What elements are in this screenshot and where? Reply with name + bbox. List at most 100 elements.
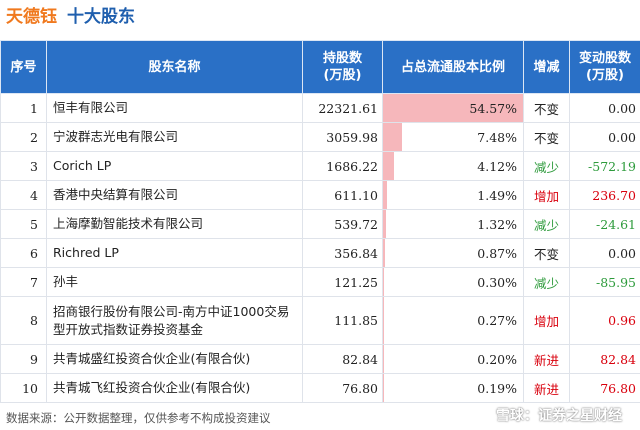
shares-held: 611.10 — [302, 180, 383, 210]
shareholder-name: Richred LP — [46, 238, 303, 268]
table-row: 6 Richred LP 356.84 0.87% 不变 0.00 — [0, 238, 640, 268]
shareholder-name: 香港中央结算有限公司 — [46, 180, 303, 210]
ratio-bar — [383, 297, 384, 344]
ratio-bar — [383, 239, 386, 267]
change-shares: -24.61 — [569, 209, 640, 239]
ratio-cell: 0.27% — [382, 296, 524, 345]
ratio-bar — [383, 268, 384, 296]
ratio-cell: 0.30% — [382, 267, 524, 297]
shareholder-name: 恒丰有限公司 — [46, 93, 303, 123]
ratio-value: 0.30% — [477, 274, 517, 290]
row-index: 1 — [0, 93, 47, 123]
ratio-value: 7.48% — [477, 129, 517, 145]
shares-held: 82.84 — [302, 344, 383, 374]
ratio-cell: 54.57% — [382, 93, 524, 123]
ratio-value: 1.32% — [477, 216, 517, 232]
shareholder-name: 招商银行股份有限公司-南方中证1000交易型开放式指数证券投资基金 — [46, 296, 303, 345]
row-index: 6 — [0, 238, 47, 268]
table-header-row: 序号 股东名称 持股数 (万股) 占总流通股本比例 增减 变动股数 (万股) — [0, 40, 640, 94]
ratio-bar — [383, 152, 394, 180]
table-subtitle: 十大股东 — [67, 7, 135, 27]
shareholder-name: 共青城盛红投资合伙企业(有限合伙) — [46, 344, 303, 374]
change-shares: 0.00 — [569, 122, 640, 152]
change-status: 增加 — [523, 180, 570, 210]
ratio-value: 0.27% — [477, 313, 517, 328]
table-row: 3 Corich LP 1686.22 4.12% 减少 -572.19 — [0, 151, 640, 181]
change-status: 不变 — [523, 122, 570, 152]
page-title: 天德钰 十大股东 — [6, 4, 135, 30]
table-row: 2 宁波群志光电有限公司 3059.98 7.48% 不变 0.00 — [0, 122, 640, 152]
shareholders-table: 序号 股东名称 持股数 (万股) 占总流通股本比例 增减 变动股数 (万股) 1… — [0, 40, 640, 403]
shareholder-name: 上海摩勤智能技术有限公司 — [46, 209, 303, 239]
ratio-value: 0.20% — [477, 351, 517, 367]
ratio-value: 0.19% — [477, 380, 517, 396]
data-source-note: 数据来源：公开数据整理，仅供参考不构成投资建议 — [6, 411, 271, 425]
shares-held: 356.84 — [302, 238, 383, 268]
ratio-value: 54.57% — [469, 100, 517, 116]
row-index: 2 — [0, 122, 47, 152]
table-row: 10 共青城飞红投资合伙企业(有限合伙) 76.80 0.19% 新进 76.80 — [0, 373, 640, 403]
shares-held: 76.80 — [302, 373, 383, 403]
ratio-cell: 1.32% — [382, 209, 524, 239]
table-row: 1 恒丰有限公司 22321.61 54.57% 不变 0.00 — [0, 93, 640, 123]
change-status: 新进 — [523, 373, 570, 403]
table-row: 5 上海摩勤智能技术有限公司 539.72 1.32% 减少 -24.61 — [0, 209, 640, 239]
change-shares: -572.19 — [569, 151, 640, 181]
row-index: 10 — [0, 373, 47, 403]
shares-held: 3059.98 — [302, 122, 383, 152]
change-shares: 0.00 — [569, 93, 640, 123]
shares-held: 22321.61 — [302, 93, 383, 123]
shares-held: 1686.22 — [302, 151, 383, 181]
table-row: 4 香港中央结算有限公司 611.10 1.49% 增加 236.70 — [0, 180, 640, 210]
change-shares: 82.84 — [569, 344, 640, 374]
change-shares: 76.80 — [569, 373, 640, 403]
ratio-bar — [383, 94, 523, 122]
change-status: 减少 — [523, 209, 570, 239]
shareholder-name: 共青城飞红投资合伙企业(有限合伙) — [46, 373, 303, 403]
change-status: 新进 — [523, 344, 570, 374]
shareholder-name: 宁波群志光电有限公司 — [46, 122, 303, 152]
change-shares: 0.96 — [569, 296, 640, 345]
company-name: 天德钰 — [6, 7, 57, 27]
ratio-bar — [383, 123, 403, 151]
row-index: 3 — [0, 151, 47, 181]
ratio-cell: 0.19% — [382, 373, 524, 403]
change-status: 增加 — [523, 296, 570, 345]
col-header-index: 序号 — [0, 40, 47, 94]
shareholder-name: Corich LP — [46, 151, 303, 181]
ratio-cell: 0.87% — [382, 238, 524, 268]
change-status: 不变 — [523, 238, 570, 268]
change-shares: 236.70 — [569, 180, 640, 210]
col-header-change: 增减 — [523, 40, 570, 94]
change-shares: -85.95 — [569, 267, 640, 297]
shares-held: 539.72 — [302, 209, 383, 239]
col-header-name: 股东名称 — [46, 40, 303, 94]
table-row: 9 共青城盛红投资合伙企业(有限合伙) 82.84 0.20% 新进 82.84 — [0, 344, 640, 374]
ratio-cell: 4.12% — [382, 151, 524, 181]
ratio-bar — [383, 181, 387, 209]
ratio-cell: 7.48% — [382, 122, 524, 152]
ratio-bar — [383, 210, 387, 238]
change-status: 不变 — [523, 93, 570, 123]
ratio-value: 4.12% — [477, 158, 517, 174]
shares-held: 111.85 — [302, 296, 383, 345]
row-index: 9 — [0, 344, 47, 374]
ratio-value: 1.49% — [477, 187, 517, 203]
row-index: 7 — [0, 267, 47, 297]
row-index: 4 — [0, 180, 47, 210]
row-index: 8 — [0, 296, 47, 345]
ratio-cell: 0.20% — [382, 344, 524, 374]
shares-held: 121.25 — [302, 267, 383, 297]
change-shares: 0.00 — [569, 238, 640, 268]
ratio-value: 0.87% — [477, 245, 517, 261]
watermark: 雪球：证券之星财经 — [496, 408, 622, 424]
table-row: 8 招商银行股份有限公司-南方中证1000交易型开放式指数证券投资基金 111.85… — [0, 296, 640, 345]
col-header-shares: 持股数 (万股) — [302, 40, 383, 94]
row-index: 5 — [0, 209, 47, 239]
change-status: 减少 — [523, 151, 570, 181]
change-status: 减少 — [523, 267, 570, 297]
ratio-cell: 1.49% — [382, 180, 524, 210]
col-header-ratio: 占总流通股本比例 — [382, 40, 524, 94]
col-header-delta: 变动股数 (万股) — [569, 40, 640, 94]
shareholder-name: 孙丰 — [46, 267, 303, 297]
